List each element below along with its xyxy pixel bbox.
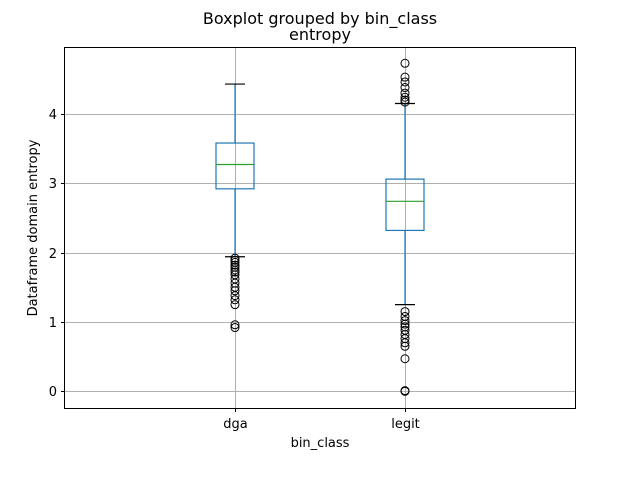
chart-suptitle: Boxplot grouped by bin_class	[203, 9, 437, 29]
iqr-box	[215, 142, 255, 190]
grid-lines	[65, 48, 575, 408]
outlier-point	[400, 316, 410, 326]
y-axis: 0 1 2 3 4	[49, 108, 65, 400]
iqr-box	[385, 178, 425, 232]
outlier-point	[400, 83, 410, 93]
x-tick-label: legit	[391, 417, 420, 432]
y-axis-label: Dataframe domain entropy	[26, 139, 41, 316]
outlier-point	[230, 253, 240, 263]
y-tick-label: 1	[49, 316, 57, 331]
outlier-point	[400, 354, 410, 364]
outlier-point	[400, 92, 410, 102]
x-tick-label: dga	[223, 417, 247, 432]
y-tick-label: 3	[49, 177, 57, 192]
outlier-point	[400, 386, 410, 396]
outlier-point	[230, 291, 240, 301]
outlier-point	[400, 97, 410, 107]
outlier-point	[400, 307, 410, 317]
outlier-point	[400, 77, 410, 87]
outlier-point	[400, 319, 410, 329]
outlier-point	[400, 95, 410, 105]
box-group-legit	[385, 58, 425, 396]
outlier-point	[400, 72, 410, 82]
outlier-point	[400, 88, 410, 98]
outlier-point	[230, 260, 240, 270]
outlier-point	[230, 267, 240, 277]
axes-frame	[64, 47, 576, 409]
y-tick-label: 4	[49, 108, 57, 123]
outlier-point	[230, 300, 240, 310]
box-group-dga	[215, 83, 255, 333]
outlier-point	[230, 286, 240, 296]
outlier-point	[230, 295, 240, 305]
outlier-point	[230, 265, 240, 275]
y-tick-label: 2	[49, 247, 57, 262]
plot-area	[215, 58, 425, 396]
x-axis-label: bin_class	[291, 436, 350, 451]
outlier-point	[230, 255, 240, 265]
outlier-point	[230, 323, 240, 333]
y-tick-label: 0	[49, 385, 57, 400]
outlier-point	[400, 341, 410, 351]
outlier-point	[230, 320, 240, 330]
x-axis: dga legit	[223, 408, 420, 432]
outlier-point	[400, 338, 410, 348]
outlier-point	[400, 58, 410, 68]
chart-title: entropy	[289, 25, 351, 44]
